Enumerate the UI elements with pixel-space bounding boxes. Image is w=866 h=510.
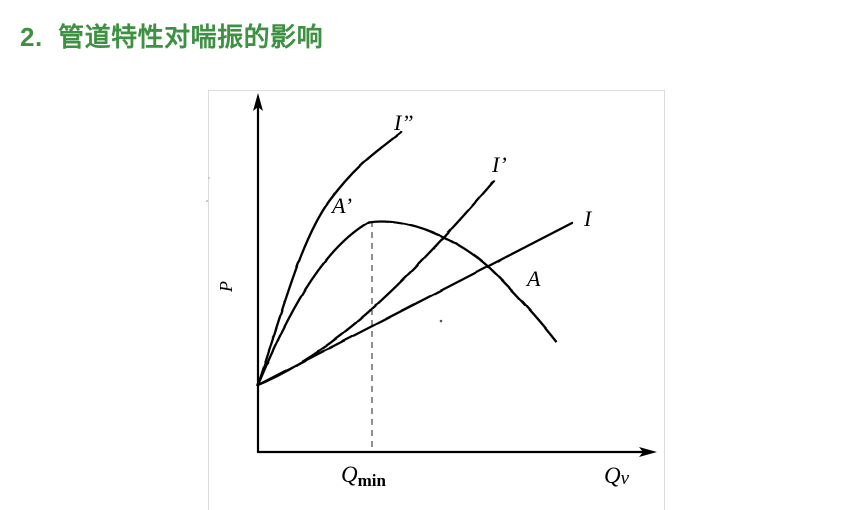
svg-text:Qmin: Qmin [341, 462, 387, 489]
svg-text:Qv: Qv [604, 463, 630, 489]
svg-text:P: P [216, 281, 236, 293]
svg-text:I”: I” [393, 110, 414, 135]
svg-text:I’: I’ [491, 152, 507, 177]
svg-text:I: I [583, 206, 593, 231]
svg-text:A’: A’ [330, 193, 352, 218]
svg-text:A: A [525, 266, 541, 291]
